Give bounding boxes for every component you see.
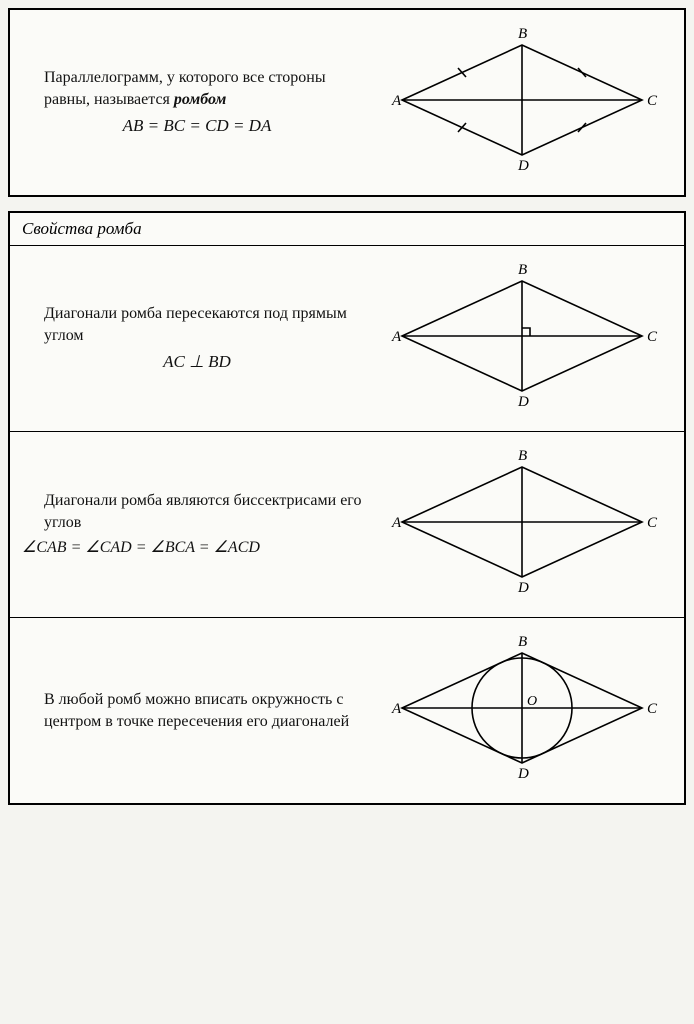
label-D: D xyxy=(517,580,529,596)
rhombus-perp-svg: A B C D xyxy=(372,256,672,421)
property-2-text: Диагонали ромба являются биссектрисами е… xyxy=(22,490,372,533)
label-D: D xyxy=(517,394,529,410)
label-B: B xyxy=(518,262,527,278)
definition-panel: Параллелограмм, у которого все стороны р… xyxy=(8,8,686,197)
property-2-text-col: Диагонали ромба являются биссектрисами е… xyxy=(22,490,372,559)
label-A: A xyxy=(391,93,402,109)
property-2-row: Диагонали ромба являются биссектрисами е… xyxy=(10,432,684,617)
property-1-text-col: Диагонали ромба пересекают­ся под прямым… xyxy=(22,303,372,373)
property-3-figure: A B C D O xyxy=(372,628,672,793)
label-C: C xyxy=(647,515,658,531)
rhombus-ticks-svg: A B C D xyxy=(372,20,672,185)
property-1-formula: AC ⊥ BD xyxy=(22,347,372,374)
label-A: A xyxy=(391,515,402,531)
property-1-figure: A B C D xyxy=(372,256,672,421)
label-B: B xyxy=(518,634,527,650)
label-B: B xyxy=(518,448,527,464)
properties-title: Свойства ромба xyxy=(10,213,684,245)
label-D: D xyxy=(517,158,529,174)
property-3-text-col: В любой ромб можно вписать окружность с … xyxy=(22,689,372,732)
definition-text: Параллелограмм, у которого все стороны р… xyxy=(22,67,372,137)
property-2-formula: ∠CAB = ∠CAD = ∠BCA = ∠ACD xyxy=(22,533,372,559)
definition-figure: A B C D xyxy=(372,20,672,185)
label-C: C xyxy=(647,93,658,109)
label-O: O xyxy=(527,694,537,709)
label-B: B xyxy=(518,26,527,42)
label-A: A xyxy=(391,701,402,717)
properties-panel: Свойства ромба Диагонали ромба пересекаю… xyxy=(8,211,686,805)
property-1-row: Диагонали ромба пересекают­ся под прямым… xyxy=(10,246,684,431)
label-D: D xyxy=(517,766,529,782)
property-3-row: В любой ромб можно вписать окружность с … xyxy=(10,618,684,803)
property-1-text: Диагонали ромба пересекают­ся под прямым… xyxy=(22,303,372,346)
rhombus-bisector-svg: A B C D xyxy=(372,442,672,607)
property-3-text: В любой ромб можно вписать окружность с … xyxy=(22,689,372,732)
rhombus-incircle-svg: A B C D O xyxy=(372,628,672,793)
label-C: C xyxy=(647,329,658,345)
definition-formula: AB = BC = CD = DA xyxy=(22,111,372,138)
label-C: C xyxy=(647,701,658,717)
definition-term: ромбом xyxy=(174,91,226,108)
label-A: A xyxy=(391,329,402,345)
property-2-figure: A B C D xyxy=(372,442,672,607)
definition-row: Параллелограмм, у которого все стороны р… xyxy=(10,10,684,195)
